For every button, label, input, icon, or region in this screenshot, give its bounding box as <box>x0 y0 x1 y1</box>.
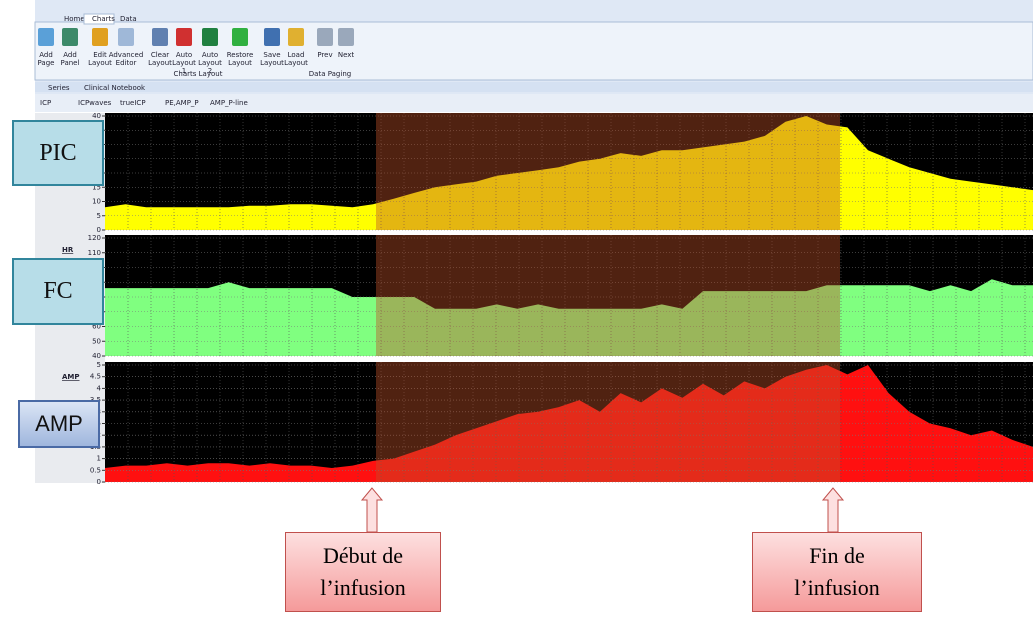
y-tick-label: 60 <box>92 323 101 331</box>
button-icon[interactable] <box>152 28 168 46</box>
button-label[interactable]: Clear Layout <box>148 51 172 67</box>
panel-label: AMP <box>18 400 100 448</box>
panel-label: FC <box>12 258 104 325</box>
button-icon[interactable] <box>232 28 248 46</box>
button-icon[interactable] <box>92 28 108 46</box>
button-icon[interactable] <box>176 28 192 46</box>
panel-series-label: AMP <box>62 373 80 381</box>
button-icon[interactable] <box>38 28 54 46</box>
button-label[interactable]: Load Layout <box>284 51 308 67</box>
series-tab-bar <box>35 94 1033 112</box>
y-tick-label: 40 <box>92 352 101 360</box>
panel-label: PIC <box>12 120 104 186</box>
area <box>105 279 1033 356</box>
button-icon[interactable] <box>118 28 134 46</box>
ribbon-tab[interactable]: Data <box>120 15 137 23</box>
infusion-shade <box>376 235 840 356</box>
end-annotation: Fin de l’infusion <box>752 532 922 612</box>
y-tick-label: 1 <box>97 455 101 463</box>
ribbon-tab[interactable]: Charts <box>92 15 115 23</box>
group-label: Data Paging <box>309 70 351 78</box>
button-label[interactable]: Save Layout <box>260 51 284 67</box>
y-tick-label: 110 <box>88 249 101 257</box>
button-label[interactable]: Auto Layout 1 <box>172 51 196 75</box>
button-icon[interactable] <box>202 28 218 46</box>
tab-active <box>83 13 115 25</box>
button-icon[interactable] <box>338 28 354 46</box>
y-tick-label: 120 <box>88 234 101 242</box>
y-tick-label: 5 <box>97 212 101 220</box>
group-label: Charts Layout <box>174 70 223 78</box>
view-tab[interactable]: Series <box>48 84 70 92</box>
area <box>105 365 1033 482</box>
button-label[interactable]: Restore Layout <box>227 51 254 67</box>
arrow <box>821 487 845 533</box>
series-tab[interactable]: ICP <box>40 99 51 107</box>
y-tick-label: 4 <box>97 384 102 392</box>
y-tick-label: 10 <box>92 198 101 206</box>
button-label[interactable]: Auto Layout 2 <box>198 51 222 75</box>
ribbon-panel <box>34 21 1033 81</box>
y-tick-label: 0 <box>97 226 101 234</box>
button-icon[interactable] <box>317 28 333 46</box>
y-tick-label: 15 <box>92 183 101 191</box>
ribbon-tab[interactable]: Home <box>64 15 85 23</box>
series-tab[interactable]: trueICP <box>120 99 146 107</box>
infusion-shade <box>376 362 840 482</box>
view-tab[interactable]: Clinical Notebook <box>84 84 146 92</box>
button-icon[interactable] <box>264 28 280 46</box>
button-label[interactable]: Add Page <box>38 51 55 67</box>
button-label[interactable]: Add Panel <box>61 51 80 67</box>
series-tab[interactable]: AMP_P-line <box>210 99 248 107</box>
y-tick-label: 0 <box>97 478 101 486</box>
y-tick-label: 0.5 <box>90 466 101 474</box>
tab-bar <box>35 82 1033 92</box>
button-label[interactable]: Next <box>338 51 355 59</box>
infusion-shade <box>376 113 840 230</box>
arrow <box>360 487 384 533</box>
y-tick-label: 50 <box>92 337 101 345</box>
series-tab[interactable]: ICPwaves <box>78 99 112 107</box>
series-tab[interactable]: PE,AMP_P <box>165 99 199 107</box>
button-icon[interactable] <box>288 28 304 46</box>
panel-series-label: HR <box>62 246 74 254</box>
y-tick-label: 40 <box>92 112 101 120</box>
y-tick-label: 5 <box>97 361 101 369</box>
y-tick-label: 4.5 <box>90 373 101 381</box>
button-icon[interactable] <box>62 28 78 46</box>
start-annotation: Début de l’infusion <box>285 532 441 612</box>
button-label[interactable]: Advanced Editor <box>109 51 144 67</box>
button-label[interactable]: Prev <box>317 51 332 59</box>
button-label[interactable]: Edit Layout <box>88 51 112 67</box>
